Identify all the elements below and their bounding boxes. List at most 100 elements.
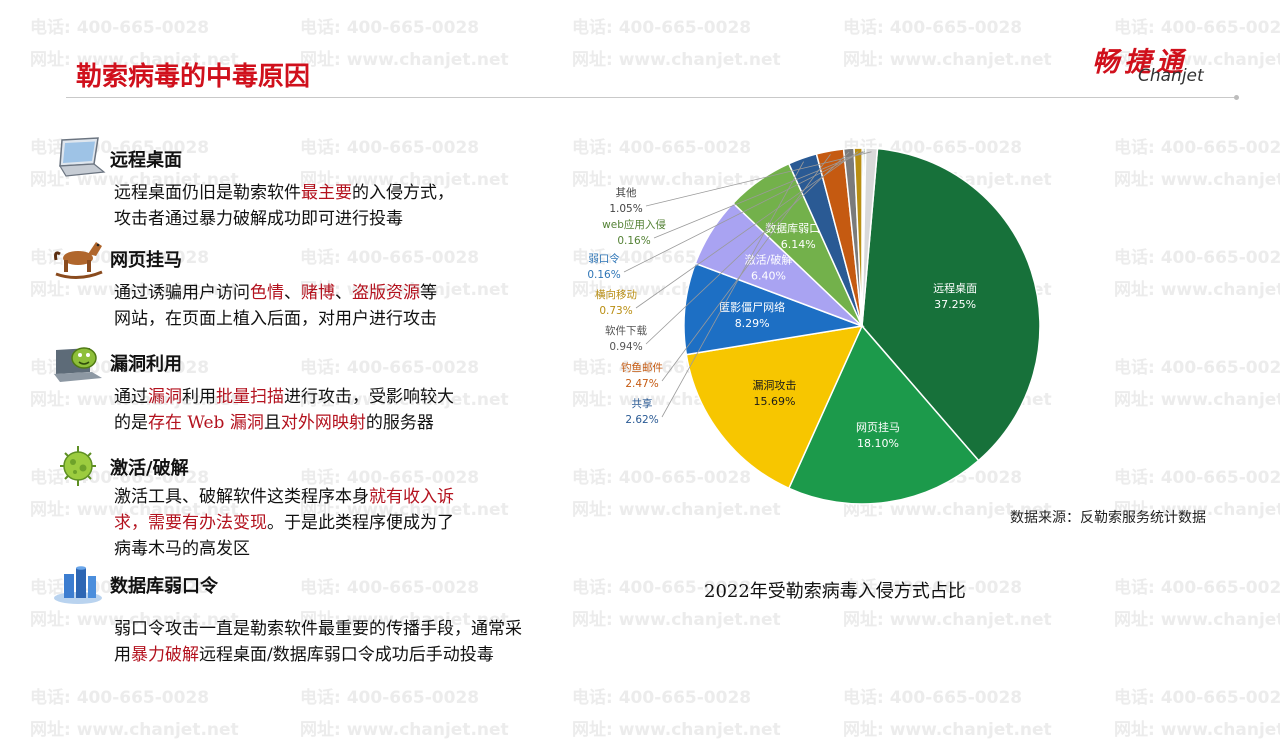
section-heading: 漏洞利用 xyxy=(110,354,182,375)
watermark-phone: 电话: 400-665-0028 xyxy=(300,358,480,378)
body-text: 弱口令攻击一直是勒索软件最重要的传播手段，通常采 xyxy=(114,619,522,639)
slice-percent: 37.25% xyxy=(934,298,976,311)
slice-percent: 8.29% xyxy=(735,317,770,330)
slice-label: web应用入侵 xyxy=(602,218,666,231)
body-text: 、 xyxy=(284,283,301,303)
body-text: 且 xyxy=(263,413,281,433)
body-text: 激活工具、破解软件这类程序本身 xyxy=(114,487,369,507)
watermark-phone: 电话: 400-665-0028 xyxy=(572,18,752,38)
section-body: 远程桌面仍旧是勒索软件最主要的入侵方式， 攻击者通过暴力破解成功即可进行投毒 xyxy=(114,180,454,232)
highlight-text: 赌博 xyxy=(301,283,335,303)
section-body: 激活工具、破解软件这类程序本身就有收入诉求，需要有办法变现。于是此类程序便成为了… xyxy=(114,484,454,562)
watermark-phone: 电话: 400-665-0028 xyxy=(1114,688,1280,708)
section-heading: 远程桌面 xyxy=(110,150,182,171)
watermark-phone: 电话: 400-665-0028 xyxy=(1114,578,1280,598)
watermark-site: 网址: www.chanjet.net xyxy=(572,720,781,740)
leader-line xyxy=(645,151,850,345)
highlight-text: 对外网映射 xyxy=(280,413,366,433)
divider-dot xyxy=(1234,95,1239,100)
highlight-text: 就有收入诉 xyxy=(369,487,454,507)
body-text: 。于是此类程序便成为了 xyxy=(267,513,454,533)
rocking-horse-icon xyxy=(50,236,106,280)
watermark-site: 网址: www.chanjet.net xyxy=(1114,170,1280,190)
logo-cn-text: 畅捷通 xyxy=(1092,47,1188,78)
slice-percent: 6.40% xyxy=(751,269,786,282)
section-body: 弱口令攻击一直是勒索软件最重要的传播手段，通常采用暴力破解远程桌面/数据库弱口令… xyxy=(114,616,522,668)
watermark-phone: 电话: 400-665-0028 xyxy=(300,248,480,268)
section-heading: 数据库弱口令 xyxy=(110,576,218,597)
slice-label: 远程桌面 xyxy=(933,282,977,295)
body-line: 攻击者通过暴力破解成功即可进行投毒 xyxy=(114,206,454,232)
pie-slice xyxy=(861,147,1041,462)
section-body: 通过诱骗用户访问色情、赌博、盗版资源等 网站，在页面上植入后面，对用户进行攻击 xyxy=(114,280,437,332)
slice-percent: 18.10% xyxy=(857,437,899,450)
watermark-phone: 电话: 400-665-0028 xyxy=(572,688,752,708)
page-title: 勒索病毒的中毒原因 xyxy=(76,62,311,92)
virus-icon xyxy=(50,444,106,488)
highlight-text: 漏洞 xyxy=(148,387,182,407)
body-line: 的是存在 Web 漏洞且对外网映射的服务器 xyxy=(114,410,454,436)
laptop-icon xyxy=(50,136,106,180)
highlight-text: 存在 Web 漏洞 xyxy=(148,413,264,433)
body-line: 网站，在页面上植入后面，对用户进行攻击 xyxy=(114,306,437,332)
watermark-phone: 电话: 400-665-0028 xyxy=(30,18,210,38)
slice-label: 漏洞攻击 xyxy=(752,378,796,392)
watermark-phone: 电话: 400-665-0028 xyxy=(300,688,480,708)
body-text: 通过诱骗用户访问 xyxy=(114,283,250,303)
watermark-site: 网址: www.chanjet.net xyxy=(843,720,1052,740)
body-line: 用暴力破解远程桌面/数据库弱口令成功后手动投毒 xyxy=(114,642,522,668)
slice-label: 钓鱼邮件 xyxy=(621,361,663,374)
body-line: 通过诱骗用户访问色情、赌博、盗版资源等 xyxy=(114,280,437,306)
watermark-site: 网址: www.chanjet.net xyxy=(572,610,781,630)
watermark-site: 网址: www.chanjet.net xyxy=(30,720,239,740)
watermark-site: 网址: www.chanjet.net xyxy=(572,50,781,70)
highlight-text: 求，需要有办法变现 xyxy=(114,513,267,533)
slice-label: 数据库弱口令 xyxy=(765,221,831,235)
highlight-text: 批量扫描 xyxy=(216,387,284,407)
pie-chart-svg: 远程桌面 37.25% 网页挂马 18.10% 漏洞攻击 15.69% 匿影僵尸网络 8.29… xyxy=(587,147,1041,505)
leader-line xyxy=(645,151,872,207)
body-text: 远程桌面仍旧是勒索软件 xyxy=(114,183,301,203)
body-text: 的入侵方式， xyxy=(352,183,454,203)
watermark-phone: 电话: 400-665-0028 xyxy=(1114,138,1280,158)
slice-percent: 1.05% xyxy=(609,203,642,215)
watermark-phone: 电话: 400-665-0028 xyxy=(300,578,480,598)
watermark-phone: 电话: 400-665-0028 xyxy=(300,18,480,38)
section-heading: 网页挂马 xyxy=(110,250,182,271)
slice-percent: 2.47% xyxy=(625,378,658,390)
database-icon xyxy=(50,562,106,606)
section-body: 通过漏洞利用批量扫描进行攻击，受影响较大的是存在 Web 漏洞且对外网映射的服务… xyxy=(114,384,454,436)
highlight-text: 色情 xyxy=(250,283,284,303)
watermark-site: 网址: www.chanjet.net xyxy=(300,720,509,740)
leader-line xyxy=(623,151,864,273)
body-text: 病毒木马的高发区 xyxy=(114,539,250,559)
body-text: 的服务器 xyxy=(365,413,434,433)
body-line: 弱口令攻击一直是勒索软件最重要的传播手段，通常采 xyxy=(114,616,522,642)
watermark-phone: 电话: 400-665-0028 xyxy=(1114,18,1280,38)
slice-percent: 0.16% xyxy=(587,269,620,281)
bug-laptop-icon xyxy=(50,340,106,384)
body-line: 病毒木马的高发区 xyxy=(114,536,454,562)
body-text: 利用 xyxy=(182,387,216,407)
body-text: 通过 xyxy=(114,387,148,407)
chart-title: 2022年受勒索病毒入侵方式占比 xyxy=(704,581,966,602)
slice-label: 软件下载 xyxy=(605,324,647,337)
watermark-site: 网址: www.chanjet.net xyxy=(843,50,1052,70)
body-line: 远程桌面仍旧是勒索软件最主要的入侵方式， xyxy=(114,180,454,206)
body-text: 进行攻击，受影响较大 xyxy=(284,387,454,407)
leader-line xyxy=(661,154,831,382)
watermark-phone: 电话: 400-665-0028 xyxy=(1114,248,1280,268)
section-heading: 激活/破解 xyxy=(110,458,189,479)
watermark-phone: 电话: 400-665-0028 xyxy=(843,688,1023,708)
watermark-site: 网址: www.chanjet.net xyxy=(1114,280,1280,300)
pie-slice xyxy=(685,325,864,490)
pie-slice xyxy=(787,324,980,505)
chanjet-logo: 畅捷通 Chanjet xyxy=(1092,40,1222,90)
watermark-site: 网址: www.chanjet.net xyxy=(300,50,509,70)
watermark-site: 网址: www.chanjet.net xyxy=(843,610,1052,630)
slice-percent: 0.16% xyxy=(617,235,650,247)
body-text: 等 xyxy=(420,283,437,303)
watermark-phone: 电话: 400-665-0028 xyxy=(1114,468,1280,488)
body-text: 用 xyxy=(114,645,131,665)
body-line: 激活工具、破解软件这类程序本身就有收入诉 xyxy=(114,484,454,510)
